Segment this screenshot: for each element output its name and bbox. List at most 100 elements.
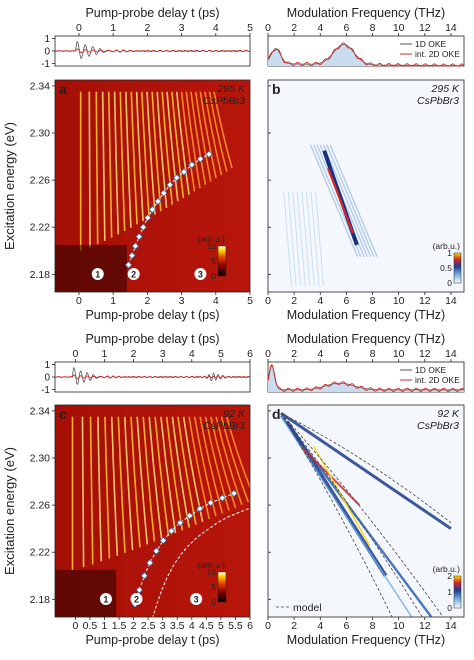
diamond-marker: [124, 261, 133, 269]
inset-xtick-label: 5: [218, 348, 224, 360]
spectrum-fill: [268, 44, 464, 66]
fringe-line: [210, 416, 237, 508]
main-xtick-label: 1.5: [112, 620, 127, 632]
marker-circle: [99, 593, 112, 605]
fringe-line: [104, 416, 111, 559]
panel-letter: b: [272, 81, 281, 97]
ytick-label: 2.34: [30, 80, 51, 92]
fringe-line: [110, 416, 119, 556]
main-xtick-label: 4: [317, 295, 323, 307]
colorbar-tick-label: 0: [447, 603, 452, 613]
main-xtick-label: 5: [218, 620, 224, 632]
fringe-line: [154, 416, 170, 537]
marker-circle: [190, 593, 203, 605]
diamond-marker: [139, 223, 147, 231]
spectral-streak: [301, 191, 311, 287]
main-xtick-label: 2: [131, 620, 137, 632]
spectral-streak: [322, 144, 372, 257]
fringe-line: [101, 91, 106, 241]
fringe-line: [130, 91, 138, 225]
main-xtick-label: 3.5: [170, 620, 185, 632]
fringe-line: [151, 91, 162, 212]
fringe-line: [204, 416, 230, 511]
diamond-marker: [218, 494, 227, 502]
temperature-label: 92 K: [223, 408, 246, 420]
fringe-line: [117, 416, 126, 553]
ytick-label: 2.18: [30, 269, 51, 281]
x-axis-label: Pump-probe delay t (ps): [85, 308, 219, 322]
spectral-streak: [329, 144, 378, 257]
colorbar: [217, 571, 227, 603]
colorbar-tick-label: 0: [211, 271, 216, 281]
inset-xtick-label: 0: [76, 22, 82, 34]
inset-xtick-label: 14: [445, 22, 457, 34]
diamond-marker: [173, 174, 181, 182]
fringe-line: [156, 91, 168, 208]
colorbar-tick-label: 1: [447, 248, 452, 258]
diamond-marker: [135, 586, 144, 594]
inset-ytick-label: -1: [41, 385, 50, 396]
main-xtick-label: 6: [343, 295, 349, 307]
colorbar-tick-label: 5: [211, 582, 216, 592]
ytick-label: 2.34: [30, 405, 51, 417]
diamond-marker: [186, 512, 194, 520]
inset-x-axis-label: Modulation Frequency (THz): [287, 332, 445, 346]
inset-ytick-label: -1: [41, 59, 50, 70]
plot-frame: [54, 404, 251, 618]
heatmap-content: [280, 412, 452, 617]
inset-frame: [54, 361, 251, 393]
heatmap-content: [283, 144, 378, 287]
plot-frame: [267, 404, 465, 618]
inset-xtick-label: 4: [317, 22, 323, 34]
model-dashed-curve: [280, 412, 423, 617]
fringe-line: [193, 416, 217, 517]
fringe-line: [180, 91, 196, 192]
x-axis-label: Modulation Frequency (THz): [287, 308, 445, 322]
fringe-line: [125, 91, 132, 228]
main-xtick-label: 14: [445, 620, 457, 632]
inset-xtick-label: 0: [265, 22, 271, 34]
main-xtick-label: 3: [160, 620, 166, 632]
material-label: CsPbBr3: [203, 95, 245, 107]
ytick-label: 2.30: [30, 453, 51, 465]
inset-xtick-label: 0: [72, 348, 78, 360]
inset-xtick-label: 1: [110, 22, 116, 34]
main-xtick-label: 2: [291, 295, 297, 307]
main-xtick-label: 1: [102, 620, 108, 632]
fringe-line: [95, 91, 99, 245]
inset-xtick-label: 2: [291, 348, 297, 360]
inset-xtick-label: 8: [370, 348, 376, 360]
ytick-label: 2.18: [30, 594, 51, 606]
model-dashed-curve-2: [152, 507, 250, 617]
spectral-streak: [326, 144, 375, 257]
temperature-label: 92 K: [437, 408, 460, 420]
panel-letter: d: [272, 406, 281, 422]
diamond-marker: [180, 168, 188, 176]
model-dashed-curve: [280, 413, 393, 617]
diamond-marker: [230, 489, 238, 498]
fringe-line: [142, 416, 156, 542]
inset-xtick-label: 4: [213, 22, 219, 34]
main-xtick-label: 2: [291, 620, 297, 632]
fringe-line: [165, 416, 184, 531]
diamond-marker: [205, 150, 213, 158]
main-xtick-label: 4: [189, 620, 195, 632]
fringe-line: [119, 91, 126, 232]
inset-x-axis-label: Pump-probe delay t (ps): [85, 332, 219, 346]
fringe-line: [204, 91, 223, 176]
marker-label: 2: [131, 270, 136, 280]
spectral-streak: [296, 191, 306, 287]
colorbar: [453, 575, 462, 609]
diamond-marker: [188, 161, 196, 169]
inset-xtick-label: 4: [317, 348, 323, 360]
fringe-line: [188, 416, 211, 520]
fringe-line: [161, 91, 174, 205]
fringe-line: [213, 91, 233, 169]
main-xtick-label: 3: [179, 295, 185, 307]
legend-label-2d: int. 2D OKE: [415, 375, 460, 385]
inset-xtick-label: 5: [247, 22, 253, 34]
inset-ytick-label: 1: [44, 34, 50, 45]
